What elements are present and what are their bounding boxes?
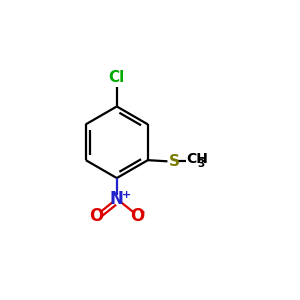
Text: O: O	[89, 207, 103, 225]
Text: +: +	[122, 190, 131, 200]
Text: Cl: Cl	[109, 70, 125, 85]
Text: 3: 3	[197, 159, 204, 169]
Text: -: -	[140, 206, 145, 219]
Text: N: N	[110, 190, 124, 208]
Text: S: S	[169, 154, 180, 169]
Text: O: O	[130, 207, 144, 225]
Text: CH: CH	[187, 152, 208, 167]
